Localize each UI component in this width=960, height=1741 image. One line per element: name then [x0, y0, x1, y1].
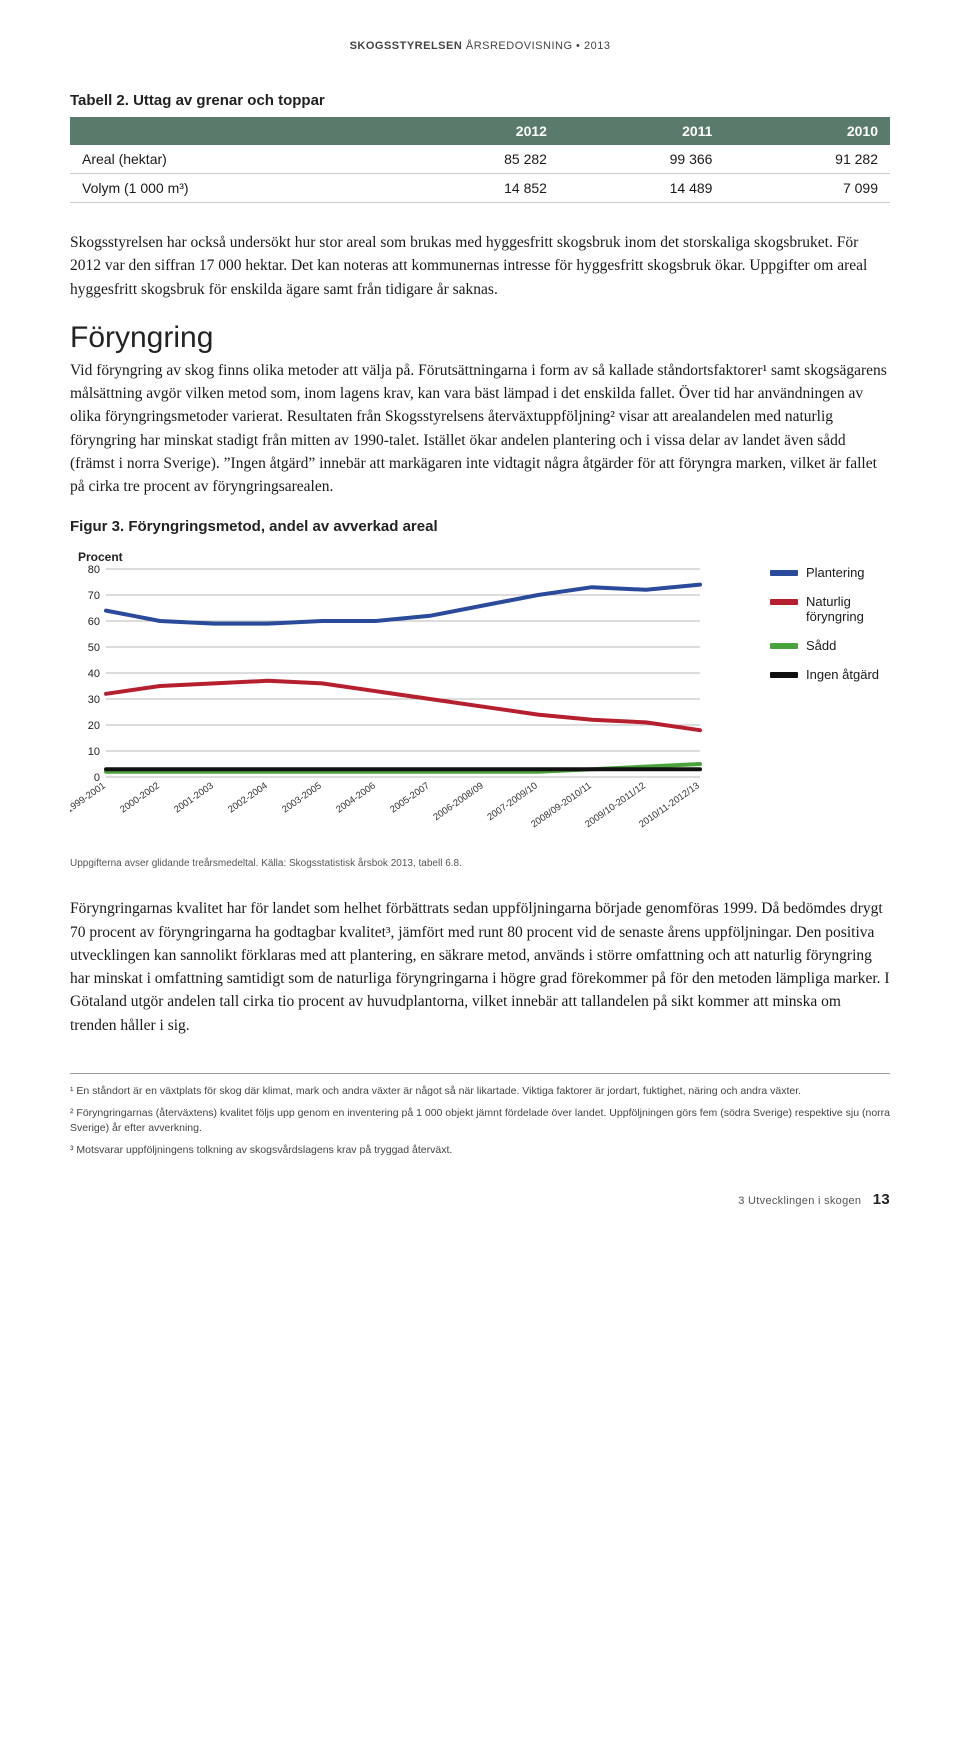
legend-label: Ingen åtgärd [806, 667, 879, 682]
svg-text:2002-2004: 2002-2004 [226, 781, 270, 816]
table-row: Volym (1 000 m³)14 85214 4897 099 [70, 174, 890, 203]
table-header-cell: 2012 [393, 117, 559, 145]
svg-text:2000-2002: 2000-2002 [118, 781, 162, 816]
table-caption: Tabell 2. Uttag av grenar och toppar [70, 92, 890, 109]
legend-label: Plantering [806, 565, 865, 580]
page-footer: 3 Utvecklingen i skogen 13 [70, 1191, 890, 1208]
table-cell: 14 489 [559, 174, 725, 203]
footer-section: 3 Utvecklingen i skogen [738, 1195, 861, 1207]
table-header-cell [70, 117, 393, 145]
table-header-cell: 2010 [724, 117, 890, 145]
header-rest: ÅRSREDOVISNING • 2013 [466, 40, 611, 52]
table-cell: 99 366 [559, 145, 725, 174]
legend-swatch [770, 672, 798, 678]
table-cell: 85 282 [393, 145, 559, 174]
table-row: Areal (hektar)85 28299 36691 282 [70, 145, 890, 174]
svg-text:2005-2007: 2005-2007 [388, 781, 432, 816]
table-cell: Volym (1 000 m³) [70, 174, 393, 203]
chart-source: Uppgifterna avser glidande treårsmedelta… [70, 858, 890, 869]
svg-text:2007-2009/10: 2007-2009/10 [485, 781, 539, 824]
legend-label: Sådd [806, 638, 836, 653]
line-chart: Procent010203040506070801999-20012000-20… [70, 547, 710, 847]
legend-swatch [770, 643, 798, 649]
footnote: ² Föryngringarnas (återväxtens) kvalitet… [70, 1106, 890, 1138]
svg-text:10: 10 [88, 746, 100, 758]
svg-text:40: 40 [88, 668, 100, 680]
svg-text:20: 20 [88, 720, 100, 732]
svg-text:2006-2008/09: 2006-2008/09 [431, 781, 485, 824]
legend-swatch [770, 599, 798, 605]
footnote: ¹ En ståndort är en växtplats för skog d… [70, 1084, 890, 1100]
svg-text:1999-2001: 1999-2001 [70, 781, 108, 816]
svg-text:2003-2005: 2003-2005 [280, 781, 324, 816]
svg-text:70: 70 [88, 590, 100, 602]
legend-swatch [770, 570, 798, 576]
table-cell: Areal (hektar) [70, 145, 393, 174]
page-number: 13 [873, 1191, 890, 1208]
footnote: ³ Motsvarar uppföljningens tolkning av s… [70, 1143, 890, 1159]
svg-text:2010/11-2012/13: 2010/11-2012/13 [637, 781, 702, 831]
svg-text:2004-2006: 2004-2006 [334, 781, 378, 816]
table-header-cell: 2011 [559, 117, 725, 145]
footnotes: ¹ En ståndort är en växtplats för skog d… [70, 1073, 890, 1159]
paragraph-2: Vid föryngring av skog finns olika metod… [70, 359, 890, 499]
data-table: 201220112010 Areal (hektar)85 28299 3669… [70, 117, 890, 203]
table-cell: 14 852 [393, 174, 559, 203]
legend-label: Naturlig föryngring [806, 594, 890, 624]
legend-item: Naturlig föryngring [770, 594, 890, 624]
chart-container: Procent010203040506070801999-20012000-20… [70, 547, 890, 852]
paragraph-1: Skogsstyrelsen har också undersökt hur s… [70, 231, 890, 301]
legend-item: Ingen åtgärd [770, 667, 890, 682]
legend-item: Plantering [770, 565, 890, 580]
section-title: Föryngring [70, 321, 890, 355]
figure-caption: Figur 3. Föryngringsmetod, andel av avve… [70, 518, 890, 535]
svg-text:50: 50 [88, 642, 100, 654]
header-org: SKOGSSTYRELSEN [350, 40, 463, 52]
table-cell: 91 282 [724, 145, 890, 174]
table-cell: 7 099 [724, 174, 890, 203]
svg-text:30: 30 [88, 694, 100, 706]
chart-legend: Plantering Naturlig föryngring Sådd Ingen å… [770, 547, 890, 852]
page-header: SKOGSSTYRELSEN ÅRSREDOVISNING • 2013 [70, 40, 890, 52]
svg-text:Procent: Procent [78, 550, 123, 564]
svg-text:80: 80 [88, 564, 100, 576]
svg-text:60: 60 [88, 616, 100, 628]
svg-text:2001-2003: 2001-2003 [172, 781, 216, 816]
paragraph-3: Föryngringarnas kvalitet har för landet … [70, 897, 890, 1037]
legend-item: Sådd [770, 638, 890, 653]
